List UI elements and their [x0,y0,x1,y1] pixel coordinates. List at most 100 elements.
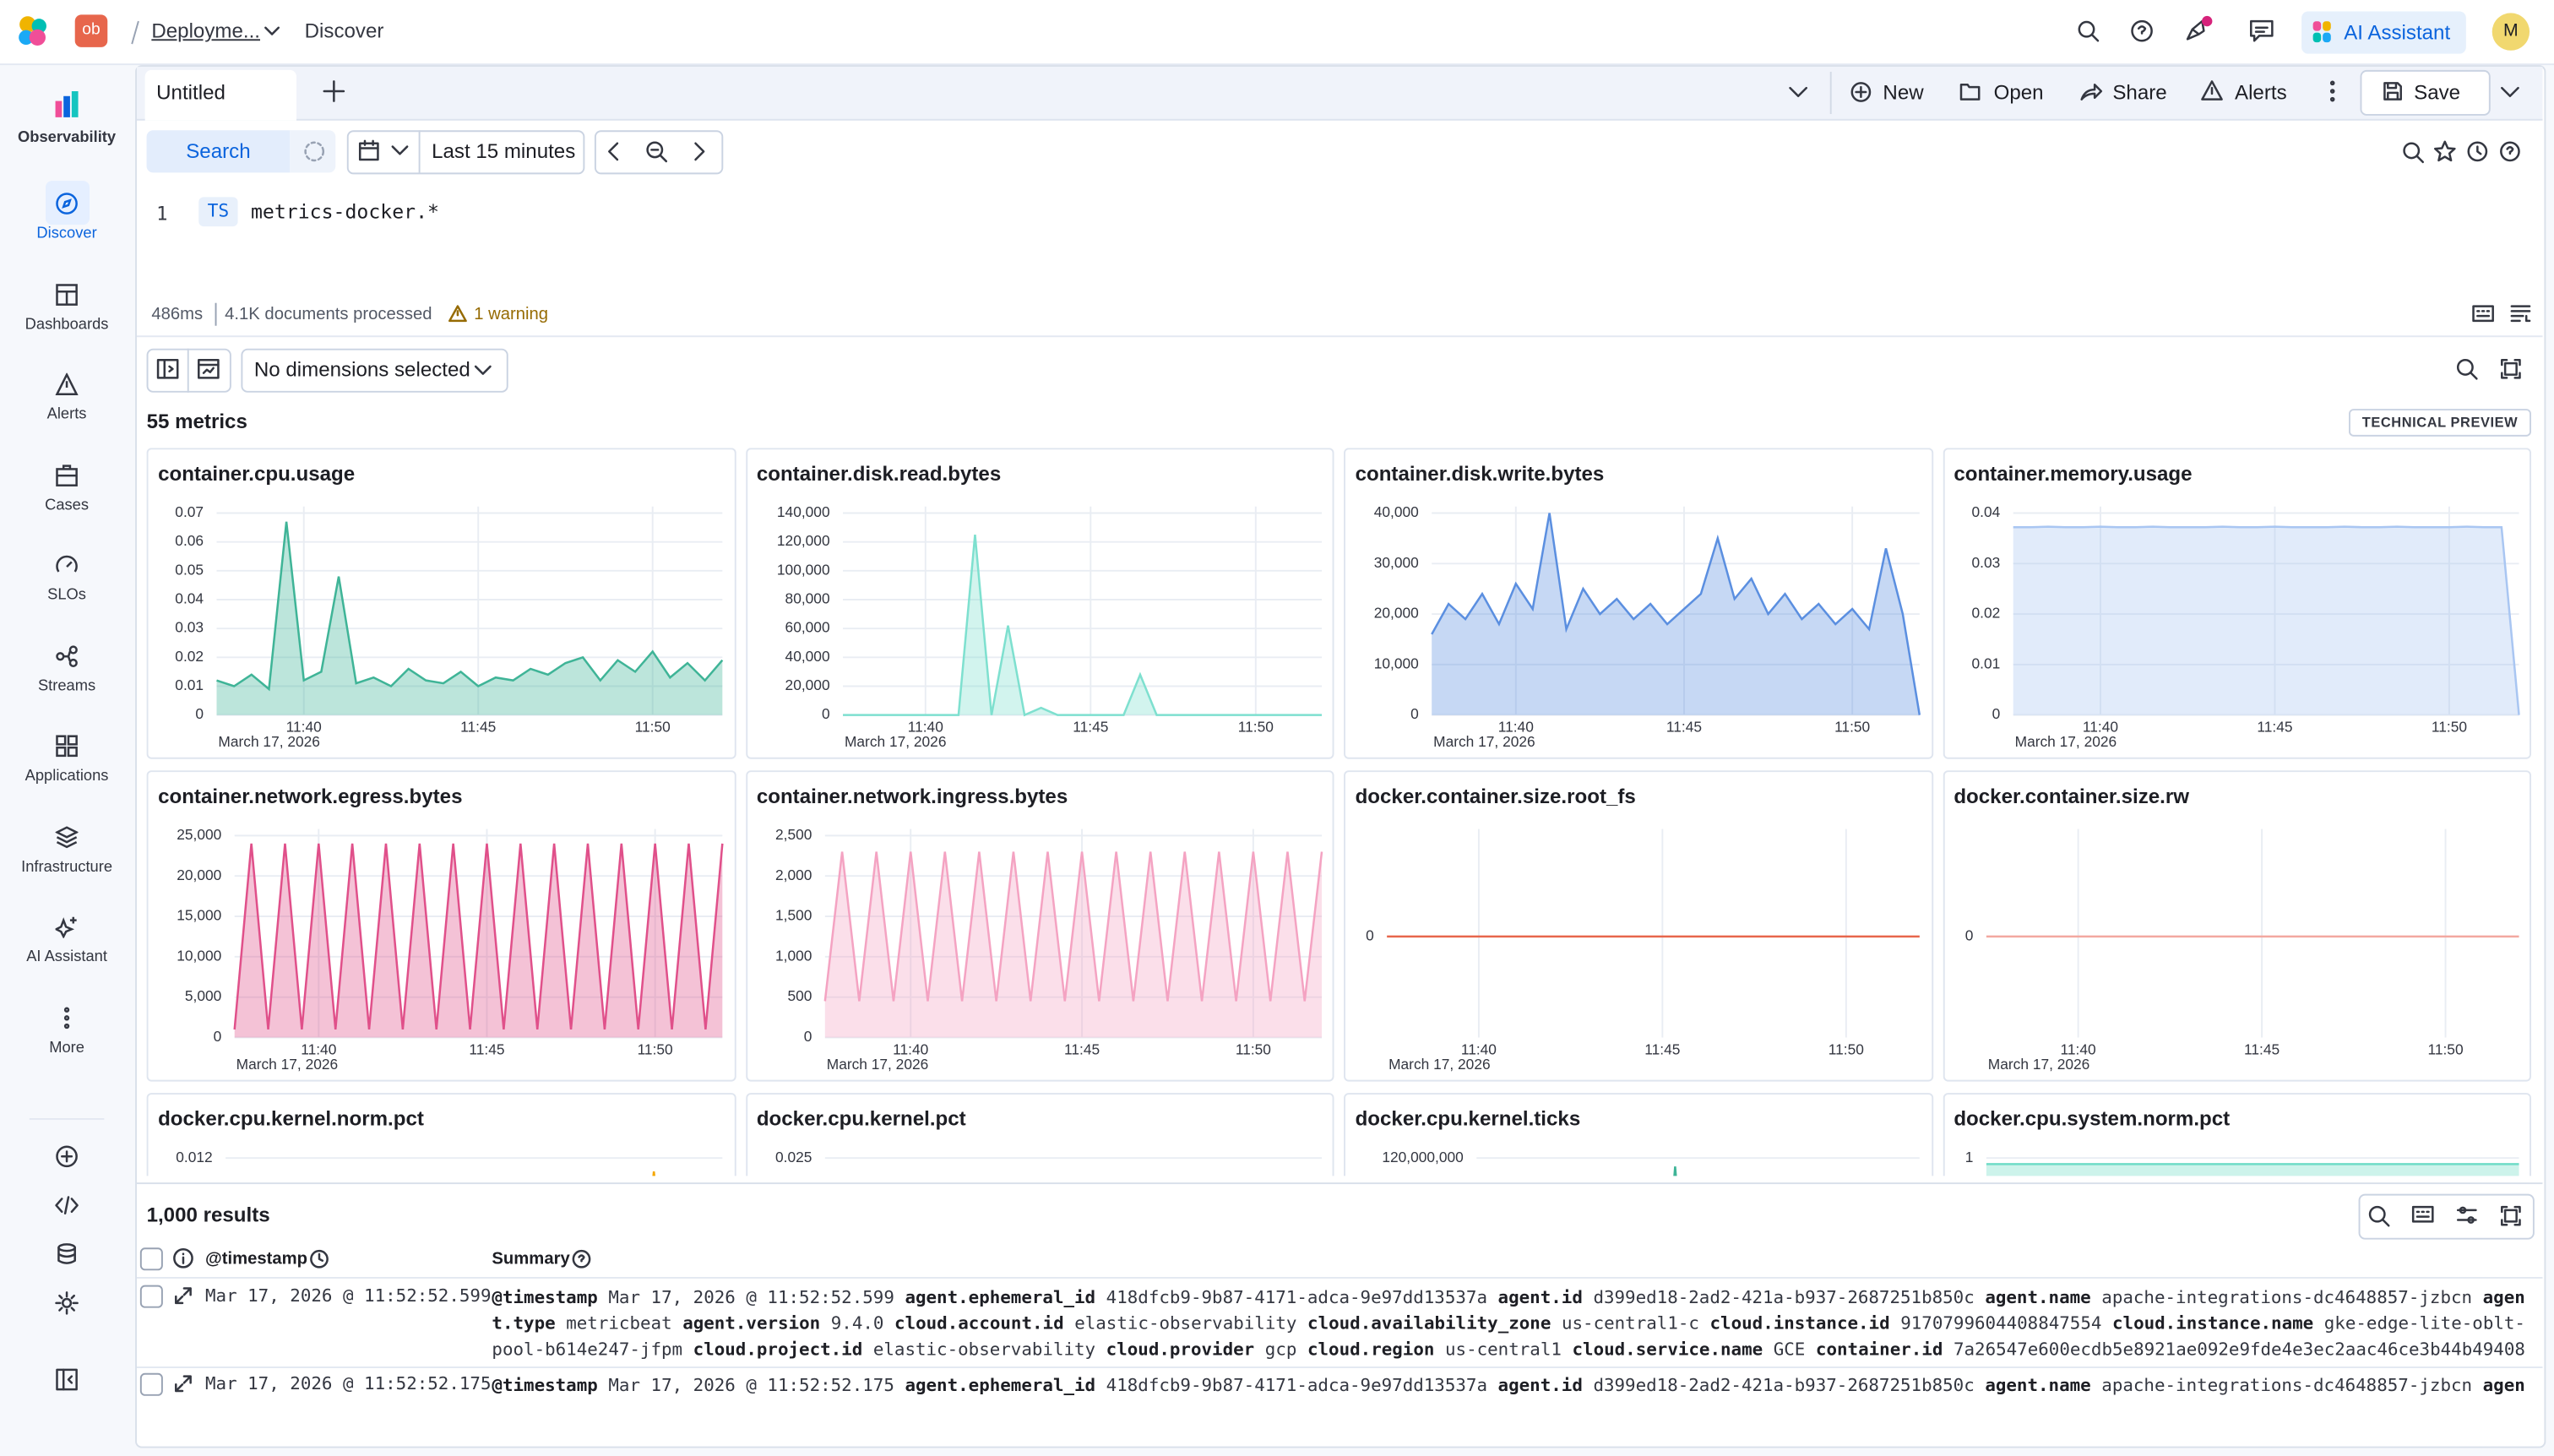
next-button[interactable] [693,142,705,161]
nav-item[interactable]: Dashboards [0,284,133,334]
save-icon[interactable] [2383,81,2402,101]
chart-panel: container.disk.write.bytes 0 10,000 20,000 3… [1344,448,1933,759]
nav-item[interactable]: Discover [0,193,133,242]
zoom-out-button[interactable] [645,140,668,163]
nav-icon [55,916,77,938]
new-icon[interactable] [1850,81,1872,102]
nav-item[interactable]: Streams [0,645,133,695]
calendar-icon[interactable] [358,139,379,161]
alerts-icon[interactable] [2200,79,2223,101]
code-icon[interactable] [55,1196,79,1215]
chevron[interactable] [474,365,492,377]
field-name: container.id [1815,1339,1943,1361]
grid-keyboard[interactable] [2411,1205,2434,1225]
logo[interactable] [16,14,49,47]
help-icon[interactable] [572,1249,591,1269]
news-icon[interactable] [2184,15,2214,42]
alerts-button[interactable]: Alerts [2234,81,2287,105]
save-menu[interactable] [2500,86,2519,99]
refresh-button[interactable] [290,130,336,173]
save-label[interactable]: Save [2414,81,2461,105]
grid-settings[interactable] [2456,1205,2477,1225]
search-icon[interactable] [2077,19,2100,42]
expand-icon[interactable] [174,1375,192,1393]
open-button[interactable]: Open [1993,81,2044,105]
field-value: us-central1-c [1561,1312,1699,1334]
nav-item[interactable]: Infrastructure [0,826,133,877]
dimensions-select[interactable] [241,348,508,393]
share-button[interactable]: Share [2112,81,2167,105]
select-all[interactable] [139,1247,163,1271]
nav-item[interactable]: Alerts [0,372,133,424]
help-icon[interactable] [2131,19,2154,42]
grid-search[interactable] [2368,1205,2390,1227]
breadcrumb-link[interactable]: Deployme... [151,19,260,43]
new-button[interactable]: New [1883,81,1924,105]
history-icon[interactable] [2466,140,2489,163]
ai-assistant-label[interactable]: AI Assistant [2344,21,2451,45]
warning[interactable]: 1 warning [474,304,549,324]
data-icon[interactable] [57,1242,76,1265]
nav-item[interactable]: AI Assistant [0,915,133,966]
keyboard-icon[interactable] [2472,305,2494,323]
column-header[interactable]: @timestamp [204,1249,308,1269]
nav-item[interactable]: SLOs [0,554,133,604]
settings-icon[interactable] [55,1291,79,1315]
chevron[interactable] [391,145,409,157]
field-value: Mar 17, 2026 @ 11:52:52.175 [608,1374,894,1396]
nav-label: Alerts [46,405,87,424]
chart-title: docker.cpu.kernel.ticks [1355,1107,1581,1131]
area-line [652,1171,655,1176]
column-header[interactable]: Summary [492,1249,570,1269]
nav-item[interactable]: Applications [0,735,133,785]
toggle-chart[interactable] [197,358,220,379]
metrics-grid: container.cpu.usage 0 0.01 0.02 0.03 0.04 0.05… [146,448,2531,1176]
help-icon[interactable] [2498,140,2521,163]
nav-label: Dashboards [24,316,109,334]
tab-label[interactable]: Untitled [156,81,226,105]
metrics-search[interactable] [2456,358,2478,380]
editor-search[interactable] [2403,142,2425,164]
avatar[interactable]: M [2492,13,2530,51]
ai-assistant-button[interactable] [2301,11,2466,54]
x-tick-label: 11:40 [286,719,322,736]
nav-item[interactable]: Cases [0,465,133,514]
open-icon[interactable] [1959,81,1982,101]
chevron[interactable] [264,24,280,37]
prev-button[interactable] [607,142,620,161]
add-icon[interactable] [56,1145,79,1168]
field-value: 9.4.0 [830,1312,884,1334]
more-icon[interactable] [2328,79,2338,102]
tab[interactable] [144,69,296,121]
info-icon[interactable] [172,1247,193,1269]
x-date-label: March 17, 2026 [844,733,946,750]
add-tab[interactable] [323,80,345,102]
collapse-icon[interactable] [56,1368,79,1391]
x-date-label: March 17, 2026 [236,1056,339,1073]
date-picker[interactable] [346,130,585,175]
save-button[interactable] [2360,69,2491,116]
space-badge[interactable]: ob [74,14,108,47]
toggle-sidebar[interactable] [156,358,179,379]
documentation-icon[interactable] [2510,305,2531,323]
nav-item[interactable]: More [0,1007,133,1057]
dimensions-label[interactable]: No dimensions selected [253,358,470,382]
field-name: agent.name [1985,1374,2091,1396]
nav-item[interactable]: Observability [0,90,133,147]
fullscreen[interactable] [2500,358,2521,379]
row-checkbox[interactable] [139,1285,163,1308]
x-tick-label: 11:45 [2256,719,2291,736]
starred-queries[interactable] [2433,140,2456,163]
query-text[interactable]: metrics-docker.* [250,200,439,224]
search-label[interactable]: Search [186,139,251,163]
tabs-menu[interactable] [1789,86,1808,99]
expand-icon[interactable] [174,1287,192,1305]
share-icon[interactable] [2080,81,2103,101]
chat-icon[interactable] [2249,19,2274,42]
grid-fullscreen[interactable] [2500,1205,2521,1226]
time-range[interactable]: Last 15 minutes [432,139,576,163]
search-button[interactable] [146,130,291,173]
warning-icon[interactable] [448,305,467,323]
row-checkbox[interactable] [139,1372,163,1396]
field-name: cloud.region [1307,1339,1435,1361]
